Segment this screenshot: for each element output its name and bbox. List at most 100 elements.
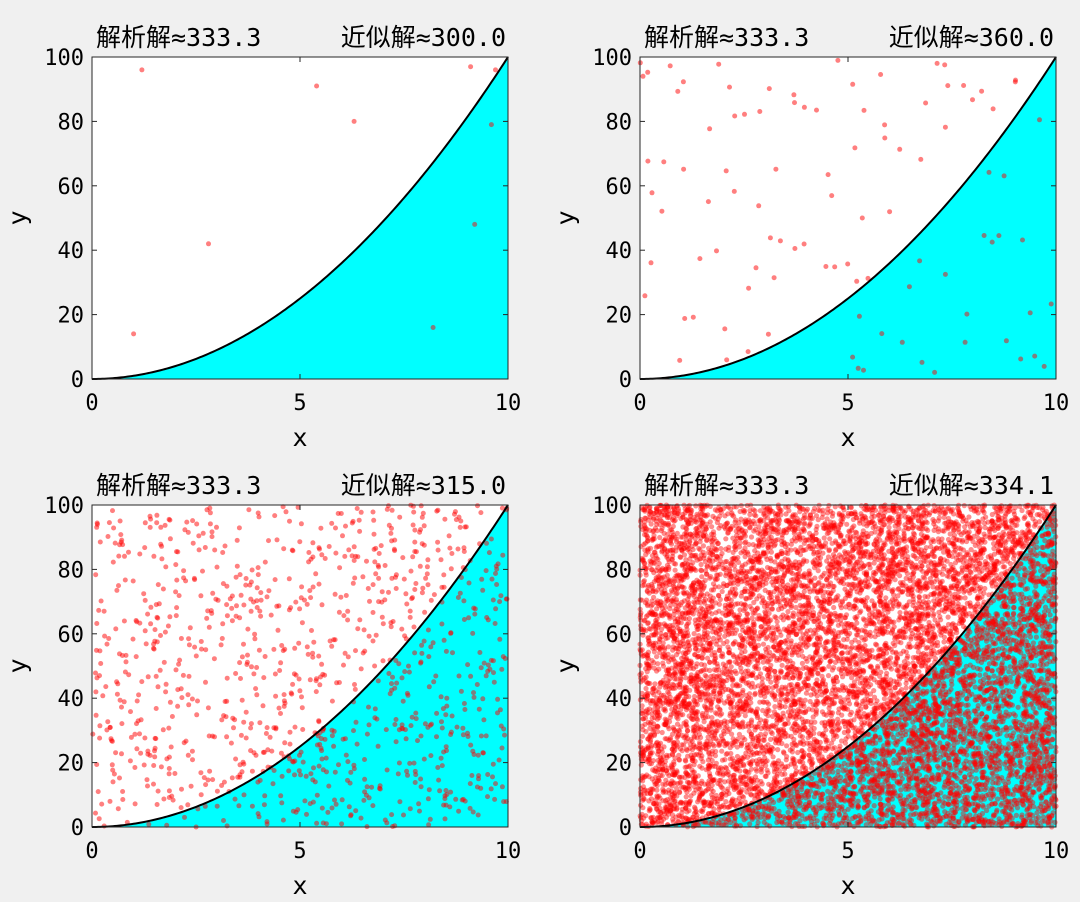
scatter-point	[723, 536, 729, 542]
scatter-point	[373, 545, 379, 551]
scatter-point	[639, 627, 645, 633]
scatter-point	[967, 672, 973, 679]
scatter-point	[705, 799, 711, 805]
scatter-point	[1046, 786, 1052, 793]
scatter-point	[721, 822, 727, 828]
scatter-point	[890, 789, 896, 795]
scatter-point	[742, 111, 747, 117]
scatter-point	[308, 595, 314, 601]
scatter-point	[886, 797, 892, 804]
scatter-point	[185, 802, 191, 808]
scatter-point	[392, 823, 398, 829]
scatter-point	[841, 637, 847, 643]
scatter-point	[745, 349, 751, 355]
scatter-point	[934, 596, 941, 602]
scatter-point	[715, 822, 722, 828]
scatter-point	[361, 627, 367, 633]
scatter-point	[1028, 621, 1034, 628]
scatter-point	[801, 584, 808, 590]
scatter-point	[1017, 784, 1024, 790]
scatter-point	[782, 697, 788, 703]
y-tick-label: 80	[58, 558, 85, 583]
scatter-point	[322, 556, 328, 561]
scatter-point	[957, 770, 963, 776]
scatter-point	[426, 822, 432, 828]
x-axis-label: x	[292, 423, 307, 452]
scatter-point	[1025, 615, 1031, 621]
scatter-point	[683, 611, 689, 617]
scatter-point	[336, 609, 342, 615]
scatter-point	[704, 655, 711, 661]
scatter-point	[410, 554, 416, 560]
scatter-point	[376, 551, 382, 556]
scatter-point	[749, 583, 755, 589]
scatter-point	[1036, 651, 1042, 657]
scatter-point	[915, 518, 922, 524]
scatter-point	[260, 703, 266, 709]
scatter-point	[155, 582, 161, 588]
scatter-point	[249, 664, 254, 670]
scatter-point	[134, 721, 139, 727]
scatter-point	[644, 602, 651, 609]
scatter-point	[331, 728, 337, 734]
scatter-point	[849, 543, 855, 550]
scatter-point	[926, 799, 932, 805]
scatter-point	[921, 711, 927, 717]
scatter-point	[409, 714, 415, 720]
scatter-point	[461, 598, 467, 604]
scatter-point	[916, 518, 922, 524]
scatter-point	[110, 779, 116, 785]
scatter-point	[911, 731, 917, 738]
scatter-point	[176, 661, 182, 667]
scatter-point	[836, 630, 842, 636]
scatter-point	[306, 559, 312, 565]
scatter-point	[862, 539, 869, 545]
scatter-point	[145, 751, 151, 757]
scatter-point	[397, 514, 403, 520]
scatter-point	[945, 755, 952, 761]
x-axis-label: x	[840, 423, 855, 452]
scatter-point	[886, 548, 892, 554]
scatter-point	[234, 603, 239, 609]
scatter-point	[148, 621, 154, 627]
scatter-point	[638, 670, 644, 676]
scatter-point	[969, 768, 975, 774]
scatter-point	[993, 719, 999, 725]
scatter-point	[485, 794, 490, 800]
scatter-point	[1044, 746, 1050, 752]
scatter-point	[412, 539, 418, 545]
scatter-point	[728, 506, 734, 512]
scatter-point	[442, 516, 448, 522]
scatter-point	[719, 822, 725, 828]
scatter-point	[446, 533, 452, 539]
scatter-point	[255, 811, 261, 817]
scatter-point	[787, 747, 793, 753]
y-tick-label: 20	[606, 304, 633, 329]
scatter-point	[876, 652, 882, 659]
scatter-point	[411, 509, 417, 515]
scatter-point	[953, 719, 959, 726]
scatter-point	[988, 620, 994, 626]
x-tick-label: 0	[85, 839, 98, 864]
scatter-point	[688, 678, 694, 684]
scatter-point	[1046, 576, 1052, 582]
scatter-point	[420, 585, 426, 591]
scatter-point	[248, 608, 254, 614]
scatter-point	[105, 719, 111, 725]
scatter-point	[1037, 117, 1042, 123]
scatter-point	[894, 695, 900, 701]
scatter-point	[879, 751, 885, 757]
scatter-point	[680, 79, 686, 85]
scatter-point	[909, 710, 915, 716]
scatter-point	[947, 815, 953, 821]
scatter-point	[666, 698, 672, 704]
scatter-point	[753, 735, 759, 741]
scatter-point	[821, 711, 827, 717]
scatter-point	[246, 507, 252, 513]
scatter-point	[478, 733, 484, 739]
scatter-point	[1019, 666, 1025, 672]
scatter-point	[680, 635, 686, 641]
scatter-point	[1048, 758, 1054, 764]
scatter-point	[1041, 363, 1047, 369]
scatter-point	[759, 574, 765, 580]
